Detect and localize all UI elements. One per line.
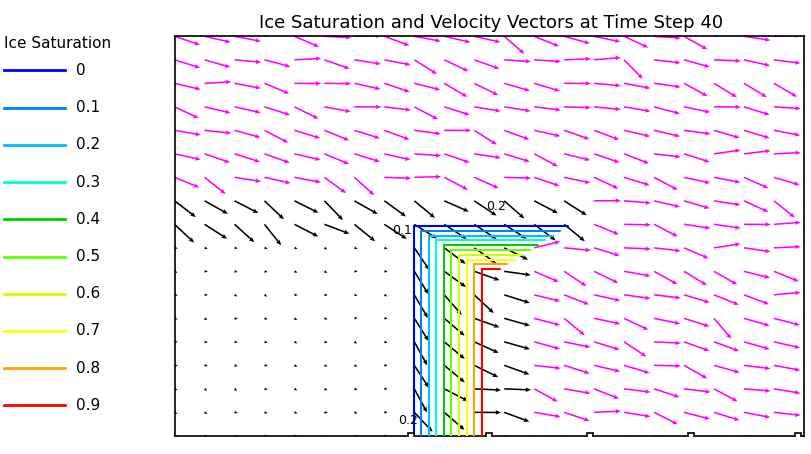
Text: 0.3: 0.3 [75,174,100,190]
Text: 0.2: 0.2 [75,137,100,153]
Text: 0.1: 0.1 [391,224,411,237]
Text: 0.6: 0.6 [75,286,100,301]
Text: 0: 0 [75,63,85,78]
Text: 0.7: 0.7 [75,323,100,339]
Text: 0.2: 0.2 [397,414,418,427]
Text: 0.5: 0.5 [75,249,100,264]
Text: 0.4: 0.4 [75,212,100,227]
Text: Ice Saturation and Velocity Vectors at Time Step 40: Ice Saturation and Velocity Vectors at T… [259,14,723,32]
Text: 0.2: 0.2 [486,200,505,213]
Text: 0.1: 0.1 [75,100,100,115]
Text: Ice Saturation: Ice Saturation [4,36,111,51]
Text: 0.9: 0.9 [75,398,100,413]
Text: 0.8: 0.8 [75,360,100,376]
